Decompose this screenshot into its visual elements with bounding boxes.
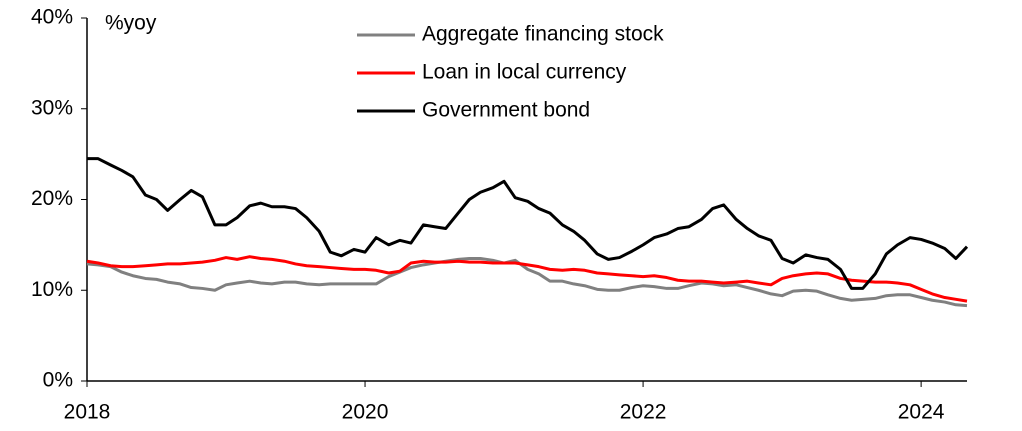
annotation: %yoy — [105, 12, 157, 35]
legend-label: Loan in local currency — [422, 61, 627, 84]
y-tick-label: 40% — [31, 6, 73, 29]
x-tick-label: 2020 — [342, 401, 389, 424]
legend-label: Aggregate financing stock — [422, 23, 664, 46]
series-line — [87, 157, 969, 290]
x-tick-label: 2018 — [64, 401, 111, 424]
y-tick-label: 0% — [43, 369, 73, 392]
y-tick-label: 10% — [31, 278, 73, 301]
y-tick-label: 30% — [31, 96, 73, 119]
x-tick-label: 2022 — [620, 401, 667, 424]
series-line — [86, 256, 968, 308]
legend-label: Government bond — [422, 99, 590, 122]
series-line — [86, 255, 968, 303]
x-tick-label: 2024 — [898, 401, 945, 424]
y-tick-label: 20% — [31, 187, 73, 210]
